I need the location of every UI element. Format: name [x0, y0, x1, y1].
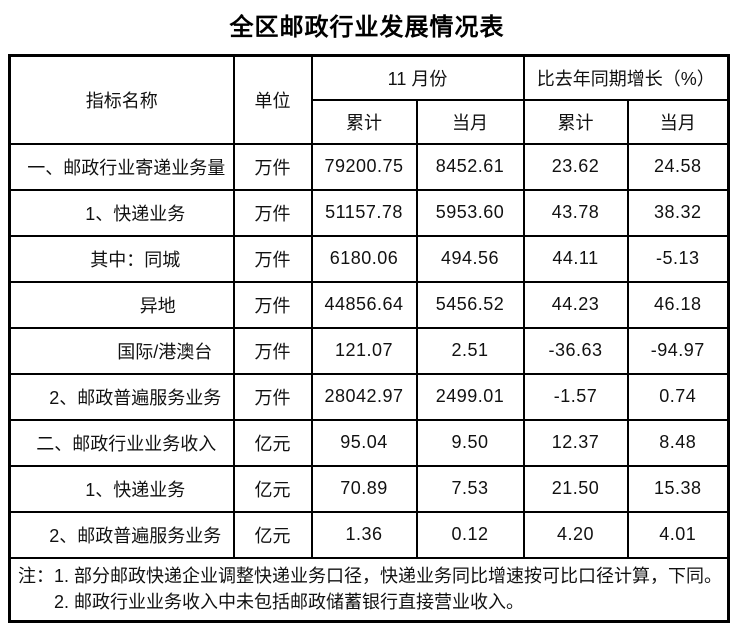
note-line-2: 2. 邮政行业业务收入中未包括邮政储蓄银行直接营业收入。: [54, 592, 525, 613]
page-title: 全区邮政行业发展情况表: [229, 14, 505, 41]
unit-cell: 亿元: [232, 418, 313, 467]
growth-cumulative-cell: -1.57: [522, 372, 629, 421]
col-header-current-month: 当月: [415, 98, 525, 145]
cumulative-cell: 121.07: [310, 326, 418, 375]
growth-current-month-cell: 24.58: [626, 142, 730, 191]
cumulative-cell: 79200.75: [310, 142, 418, 191]
note-line-1: 注：1. 部分邮政快递企业调整快递业务口径，快递业务同比增速按可比口径计算，下同…: [18, 566, 723, 587]
indicator-cell: 国际/港澳台: [8, 326, 235, 375]
table-row: 2、邮政普遍服务业务 万件 28042.97 2499.01 -1.57 0.7…: [8, 372, 730, 421]
current-month-cell: 0.12: [415, 510, 525, 559]
header-row-sub: 累计 当月 累计 当月: [10, 98, 730, 145]
indicator-cell: 2、邮政普遍服务业务: [8, 510, 235, 559]
notes-row: 注：1. 部分邮政快递企业调整快递业务口径，快递业务同比增速按可比口径计算，下同…: [8, 556, 730, 623]
growth-current-month-cell: 8.48: [626, 418, 730, 467]
growth-current-month-cell: 4.01: [626, 510, 730, 559]
growth-current-month-cell: 46.18: [626, 280, 730, 329]
growth-current-month-cell: 0.74: [626, 372, 730, 421]
table-row: 异地 万件 44856.64 5456.52 44.23 46.18: [8, 280, 730, 329]
table-header: 指标名称 单位 11 月份 比去年同期增长（%） 累计 当月 累计 当月: [8, 54, 730, 145]
table-row: 其中：同城 万件 6180.06 494.56 44.11 -5.13: [8, 234, 730, 283]
growth-current-month-cell: -5.13: [626, 234, 730, 283]
col-header-unit: 单位: [232, 54, 313, 145]
col-header-indicator: 指标名称: [8, 54, 235, 145]
current-month-cell: 5953.60: [415, 188, 525, 237]
current-month-cell: 5456.52: [415, 280, 525, 329]
table-row: 2、邮政普遍服务业务 亿元 1.36 0.12 4.20 4.01: [8, 510, 730, 559]
current-month-cell: 494.56: [415, 234, 525, 283]
indicator-cell: 1、快递业务: [8, 464, 235, 513]
table-notes: 注：1. 部分邮政快递企业调整快递业务口径，快递业务同比增速按可比口径计算，下同…: [8, 556, 730, 623]
unit-cell: 亿元: [232, 510, 313, 559]
table-row: 1、快递业务 万件 51157.78 5953.60 43.78 38.32: [8, 188, 730, 237]
table-row: 1、快递业务 亿元 70.89 7.53 21.50 15.38: [8, 464, 730, 513]
current-month-cell: 2.51: [415, 326, 525, 375]
col-header-growth-cumulative: 累计: [522, 98, 629, 145]
table-body: 一、邮政行业寄递业务量 万件 79200.75 8452.61 23.62 24…: [8, 142, 730, 559]
unit-cell: 万件: [232, 188, 313, 237]
unit-cell: 万件: [232, 142, 313, 191]
col-group-month: 11 月份: [310, 54, 525, 101]
growth-cumulative-cell: 12.37: [522, 418, 629, 467]
current-month-cell: 2499.01: [415, 372, 525, 421]
indicator-cell: 异地: [8, 280, 235, 329]
growth-cumulative-cell: 43.78: [522, 188, 629, 237]
table-row: 二、邮政行业业务收入 亿元 95.04 9.50 12.37 8.48: [8, 418, 730, 467]
col-group-growth: 比去年同期增长（%）: [522, 54, 730, 101]
cumulative-cell: 51157.78: [310, 188, 418, 237]
postal-development-table: 指标名称 单位 11 月份 比去年同期增长（%） 累计 当月 累计 当月 一、邮…: [8, 54, 731, 623]
current-month-cell: 7.53: [415, 464, 525, 513]
indicator-cell: 其中：同城: [8, 234, 235, 283]
cumulative-cell: 1.36: [310, 510, 418, 559]
cumulative-cell: 6180.06: [310, 234, 418, 283]
table-row: 一、邮政行业寄递业务量 万件 79200.75 8452.61 23.62 24…: [8, 142, 730, 191]
cumulative-cell: 44856.64: [310, 280, 418, 329]
cumulative-cell: 70.89: [310, 464, 418, 513]
header-row-groups: 指标名称 单位 11 月份 比去年同期增长（%）: [8, 54, 730, 145]
indicator-cell: 2、邮政普遍服务业务: [8, 372, 235, 421]
unit-cell: 万件: [232, 372, 313, 421]
growth-current-month-cell: 15.38: [626, 464, 730, 513]
unit-cell: 万件: [232, 234, 313, 283]
table-footer: 注：1. 部分邮政快递企业调整快递业务口径，快递业务同比增速按可比口径计算，下同…: [8, 556, 730, 623]
unit-cell: 万件: [232, 326, 313, 375]
growth-cumulative-cell: 44.11: [522, 234, 629, 283]
indicator-cell: 一、邮政行业寄递业务量: [8, 142, 235, 191]
cumulative-cell: 95.04: [310, 418, 418, 467]
cumulative-cell: 28042.97: [310, 372, 418, 421]
indicator-cell: 二、邮政行业业务收入: [8, 418, 235, 467]
growth-cumulative-cell: 23.62: [522, 142, 629, 191]
current-month-cell: 9.50: [415, 418, 525, 467]
current-month-cell: 8452.61: [415, 142, 525, 191]
growth-cumulative-cell: -36.63: [522, 326, 629, 375]
growth-current-month-cell: 38.32: [626, 188, 730, 237]
growth-cumulative-cell: 44.23: [522, 280, 629, 329]
col-header-growth-current-month: 当月: [626, 98, 730, 145]
growth-cumulative-cell: 21.50: [522, 464, 629, 513]
col-header-cumulative: 累计: [310, 98, 418, 145]
growth-current-month-cell: -94.97: [626, 326, 730, 375]
unit-cell: 亿元: [232, 464, 313, 513]
indicator-cell: 1、快递业务: [8, 188, 235, 237]
table-row: 国际/港澳台 万件 121.07 2.51 -36.63 -94.97: [8, 326, 730, 375]
unit-cell: 万件: [232, 280, 313, 329]
growth-cumulative-cell: 4.20: [522, 510, 629, 559]
